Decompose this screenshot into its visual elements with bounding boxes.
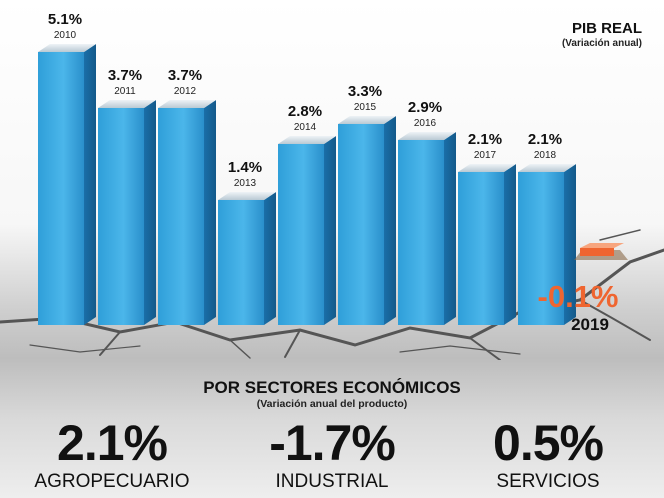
- bar-2012: [158, 100, 216, 325]
- bar-2013: [218, 192, 276, 325]
- year-label: 2016: [414, 118, 437, 129]
- bar-2011: [98, 100, 156, 325]
- sector-value: 2.1%: [57, 415, 168, 471]
- value-label: 2.8%: [288, 103, 322, 120]
- sector-label: INDUSTRIAL: [275, 471, 389, 492]
- year-label: 2011: [114, 86, 136, 97]
- sector-label: SERVICIOS: [496, 471, 600, 492]
- value-label: 3.3%: [348, 83, 382, 100]
- bar-2014: [278, 136, 336, 325]
- year-label: 2017: [474, 150, 497, 161]
- value-label: 2.1%: [468, 131, 502, 148]
- sector-industrial: -1.7% INDUSTRIAL: [222, 414, 442, 492]
- ground-cracks: [0, 229, 664, 360]
- value-label: 2.9%: [408, 99, 442, 116]
- year-label: 2018: [534, 150, 557, 161]
- year-label: 2013: [234, 178, 257, 189]
- sector-agropecuario: 2.1% AGROPECUARIO: [2, 414, 222, 492]
- year-label: 2012: [174, 86, 197, 97]
- value-label: 3.7%: [108, 67, 142, 84]
- year-label: 2015: [354, 102, 377, 113]
- year-label: 2019: [571, 315, 609, 334]
- gdp-bar-chart: 5.1% 2010 3.7% 2011 3.7% 2012 1.4% 2013 2.8% 2014…: [0, 11, 664, 360]
- bar-2017: [458, 164, 516, 325]
- bar-2010: [38, 44, 96, 325]
- bar-2019: [574, 243, 628, 260]
- value-label: 2.1%: [528, 131, 562, 148]
- value-label: 3.7%: [168, 67, 202, 84]
- sector-label: AGROPECUARIO: [34, 471, 190, 492]
- sectors-title: POR SECTORES ECONÓMICOS: [203, 378, 461, 397]
- value-label: 5.1%: [48, 11, 82, 28]
- value-label: 1.4%: [228, 159, 262, 176]
- bar-2018: [518, 164, 576, 325]
- year-label: 2014: [294, 122, 317, 133]
- chart-subtitle: (Variación anual): [561, 38, 642, 49]
- sectors-subtitle: (Variación anual del producto): [256, 398, 408, 410]
- sector-servicios: 0.5% SERVICIOS: [438, 414, 658, 492]
- value-label: -0.1%: [538, 279, 619, 314]
- bar-2016: [398, 132, 456, 325]
- sector-value: -1.7%: [269, 415, 396, 471]
- sector-value: 0.5%: [493, 415, 604, 471]
- bar-2015: [338, 116, 396, 325]
- chart-title: PIB REAL: [571, 20, 642, 37]
- year-label: 2010: [54, 30, 77, 41]
